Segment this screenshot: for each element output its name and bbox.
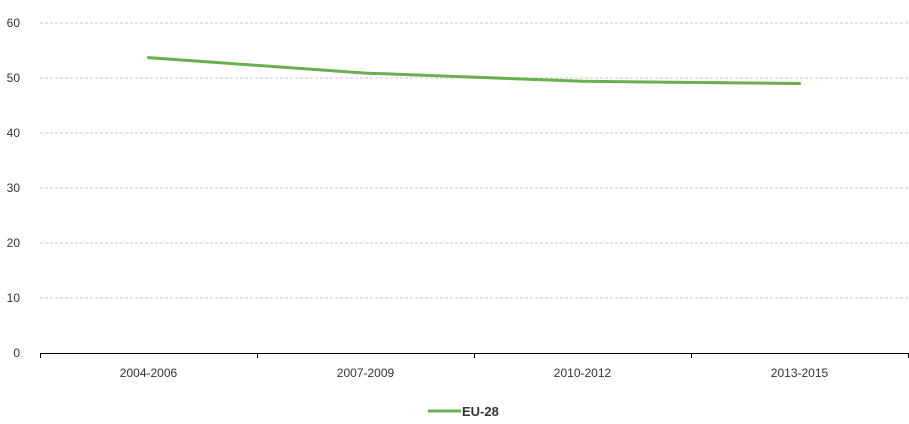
y-tick-label: 20: [7, 236, 21, 250]
x-tick-label: 2007-2009: [337, 366, 395, 380]
x-axis: 2004-2006 2007-2009 2010-2012 2013-2015: [40, 353, 909, 380]
x-tick-label: 2004-2006: [120, 366, 178, 380]
y-axis-tick-labels: 0 10 20 30 40 50 60: [7, 16, 21, 360]
y-tick-label: 40: [7, 126, 21, 140]
y-tick-label: 60: [7, 16, 21, 30]
data-point: [364, 71, 367, 75]
data-point: [147, 56, 150, 60]
y-tick-label: 30: [7, 181, 21, 195]
y-tick-label: 50: [7, 71, 21, 85]
x-tick-label: 2013-2015: [771, 366, 829, 380]
legend: EU-28: [428, 404, 499, 419]
data-point: [581, 79, 584, 83]
y-tick-label: 0: [13, 346, 20, 360]
legend-label: EU-28: [462, 404, 499, 419]
gridlines: [40, 22, 908, 299]
y-tick-label: 10: [7, 291, 21, 305]
data-point: [798, 82, 801, 85]
series-lines: [147, 56, 801, 85]
series-line-eu-28: [147, 56, 801, 85]
x-tick-label: 2010-2012: [554, 366, 612, 380]
